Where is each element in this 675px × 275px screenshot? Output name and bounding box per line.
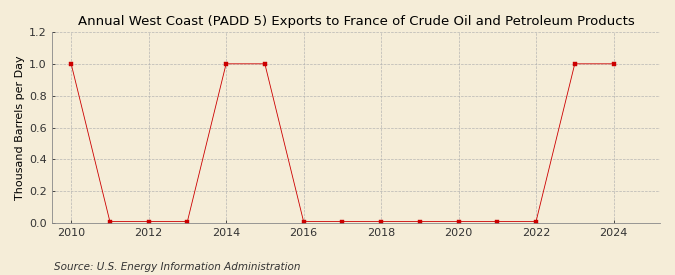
Text: Source: U.S. Energy Information Administration: Source: U.S. Energy Information Administ… <box>54 262 300 272</box>
Y-axis label: Thousand Barrels per Day: Thousand Barrels per Day <box>15 55 25 200</box>
Title: Annual West Coast (PADD 5) Exports to France of Crude Oil and Petroleum Products: Annual West Coast (PADD 5) Exports to Fr… <box>78 15 634 28</box>
